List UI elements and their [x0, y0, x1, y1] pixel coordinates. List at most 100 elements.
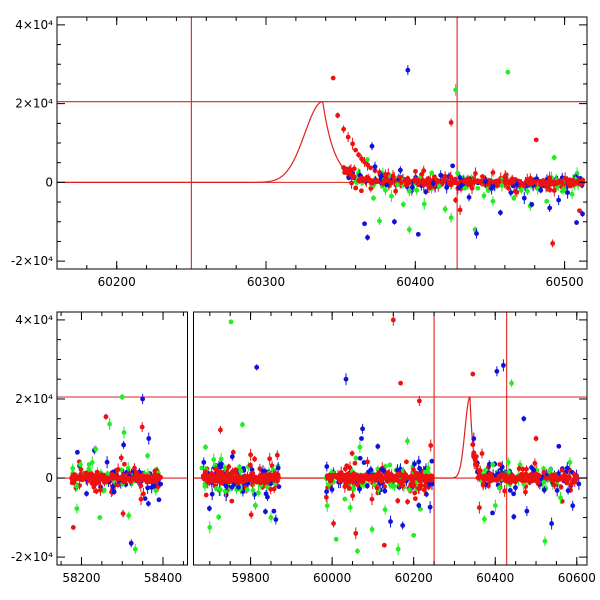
data-point: [569, 191, 575, 197]
data-point: [382, 507, 388, 513]
data-point: [400, 483, 406, 488]
data-point: [343, 376, 349, 382]
data-point: [254, 364, 260, 370]
data-point: [246, 474, 252, 480]
data-point: [389, 193, 394, 199]
data-point: [352, 460, 358, 466]
x-tick-label: 60400: [396, 275, 434, 289]
data-point: [533, 475, 539, 481]
model-curve: [57, 101, 587, 183]
data-point: [125, 475, 131, 481]
data-point: [369, 496, 375, 502]
data-point: [452, 176, 458, 182]
data-point: [74, 449, 80, 455]
data-point: [382, 488, 388, 494]
data-point: [511, 178, 517, 184]
data-point: [448, 120, 454, 125]
y-tick-label: 4×10⁴: [15, 18, 53, 32]
data-point: [510, 477, 516, 483]
data-point: [333, 536, 339, 542]
x-tick-label: 58400: [144, 571, 182, 585]
data-point: [395, 546, 401, 552]
data-point: [398, 380, 404, 386]
plot-area: [57, 312, 587, 565]
data-point: [525, 188, 530, 194]
data-point: [505, 179, 511, 184]
data-point: [466, 194, 472, 200]
data-point: [558, 484, 564, 490]
data-point: [387, 462, 393, 468]
data-point: [562, 472, 568, 478]
data-point: [357, 444, 363, 450]
data-point: [430, 180, 436, 186]
data-point: [365, 459, 370, 465]
data-point: [488, 179, 494, 185]
data-point: [538, 187, 544, 193]
data-point: [145, 501, 151, 507]
data-point: [119, 394, 125, 400]
x-tick-label: 60000: [313, 571, 351, 585]
data-point: [95, 480, 101, 486]
data-point: [350, 493, 356, 499]
data-point: [242, 474, 248, 480]
data-point: [490, 198, 496, 204]
data-point: [353, 530, 359, 536]
data-point: [349, 451, 355, 456]
data-point: [111, 489, 117, 495]
data-point: [469, 185, 475, 191]
data-point: [559, 179, 565, 185]
data-point: [514, 189, 520, 195]
data-point: [351, 486, 357, 492]
data-point: [411, 467, 416, 473]
data-point: [236, 484, 241, 490]
data-point: [533, 436, 539, 441]
data-point: [204, 474, 210, 480]
data-point: [416, 503, 422, 508]
data-point: [556, 443, 562, 449]
data-point: [121, 442, 127, 448]
data-point: [429, 458, 435, 464]
data-point: [70, 466, 76, 471]
data-point: [453, 87, 459, 93]
data-point: [429, 477, 435, 483]
data-point: [199, 465, 205, 471]
data-point: [271, 477, 277, 483]
data-point: [357, 455, 363, 461]
data-point: [156, 497, 162, 503]
data-point: [480, 481, 486, 487]
data-point: [268, 486, 274, 492]
data-point: [248, 512, 254, 518]
data-point: [490, 183, 496, 189]
data-point: [548, 467, 553, 473]
data-point: [393, 188, 399, 194]
data-point: [465, 179, 471, 185]
data-point: [218, 456, 224, 462]
data-point: [87, 476, 93, 482]
data-point: [126, 513, 132, 518]
data-point: [401, 478, 407, 484]
data-point: [226, 473, 232, 479]
data-point: [362, 221, 367, 227]
data-point: [396, 472, 402, 478]
data-point: [524, 466, 529, 472]
data-point: [511, 514, 517, 520]
data-point: [556, 197, 562, 203]
data-point: [529, 180, 535, 186]
data-point: [444, 185, 450, 190]
data-point: [70, 525, 76, 530]
data-point: [477, 474, 483, 480]
data-point: [541, 479, 547, 485]
data-point: [382, 484, 387, 490]
data-point: [229, 484, 235, 490]
data-point: [421, 487, 427, 493]
data-point: [323, 494, 329, 500]
data-point: [344, 463, 350, 469]
data-point: [74, 476, 80, 482]
data-point: [511, 195, 517, 201]
data-point: [509, 380, 514, 386]
data-point: [476, 505, 482, 511]
data-point: [223, 483, 229, 489]
data-point: [482, 468, 488, 473]
data-point: [360, 426, 365, 432]
data-point: [533, 471, 539, 477]
